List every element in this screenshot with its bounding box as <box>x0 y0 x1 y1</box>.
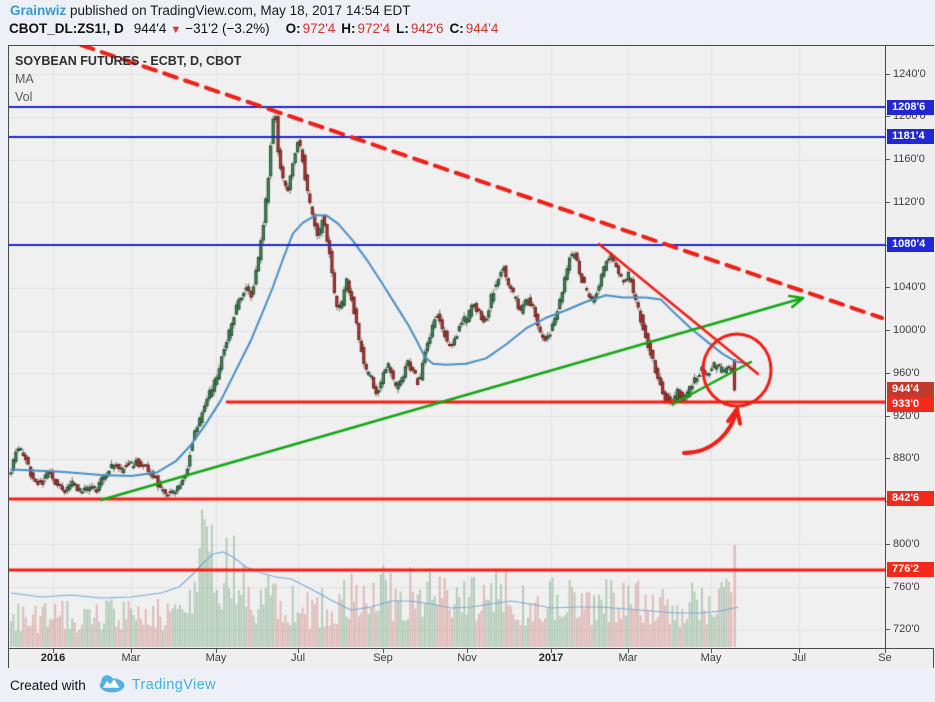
x-axis-tick-mark <box>711 649 712 653</box>
created-with-text: Created with <box>10 677 86 693</box>
low-label: L: <box>396 21 409 36</box>
x-axis-tick-mark <box>131 649 132 653</box>
tradingview-link[interactable]: TradingView <box>131 677 216 693</box>
high-label: H: <box>341 21 356 36</box>
y-axis-tick-mark <box>886 629 890 631</box>
chart-container: SOYBEAN FUTURES - ECBT, D, CBOT MA Vol 1… <box>8 45 935 668</box>
level-price-badge: 933'0 <box>887 397 934 413</box>
x-axis-tick-label: 2016 <box>40 652 66 664</box>
y-axis-tick-label: 1040'0 <box>893 281 926 294</box>
y-axis-tick-mark <box>886 372 890 374</box>
y-axis-tick-mark <box>886 543 890 545</box>
footer: Created with TradingView <box>10 674 216 696</box>
y-axis-tick-label: 1160'0 <box>893 153 925 166</box>
x-axis-tick-label: Mar <box>618 652 638 664</box>
y-axis-tick-label: 960'0 <box>893 366 920 379</box>
low-value: 942'6 <box>410 21 444 36</box>
y-axis-tick-label: 760'0 <box>893 580 920 593</box>
level-price-badge: 842'6 <box>887 491 934 507</box>
y-axis-tick-label: 1240'0 <box>893 67 926 80</box>
y-axis-tick-mark <box>886 458 890 460</box>
price-axis[interactable]: 1240'01200'01160'01120'01080'01040'01000… <box>885 46 935 648</box>
price-change: −31'2 (−3.2%) <box>185 21 270 36</box>
close-value: 944'4 <box>465 21 499 36</box>
x-axis-tick-label: Mar <box>121 652 141 664</box>
x-axis-tick-mark <box>551 649 552 653</box>
price-chart-canvas[interactable] <box>9 46 885 648</box>
level-price-badge: 1208'6 <box>887 99 934 115</box>
level-price-badge: 1181'4 <box>887 129 934 145</box>
high-value: 972'4 <box>357 21 391 36</box>
open-value: 972'4 <box>302 21 336 36</box>
last-price: 944'4 <box>133 21 167 36</box>
y-axis-tick-mark <box>886 159 890 161</box>
x-axis-tick-mark <box>467 649 468 653</box>
open-label: O: <box>285 21 301 36</box>
y-axis-tick-label: 800'0 <box>893 537 920 550</box>
x-axis-tick-label: Sep <box>373 652 393 664</box>
y-axis-tick-label: 920'0 <box>893 409 920 422</box>
y-axis-tick-label: 880'0 <box>893 452 920 465</box>
y-axis-tick-mark <box>886 73 890 75</box>
x-axis-tick-mark <box>799 649 800 653</box>
y-axis-tick-label: 1120'0 <box>893 195 925 208</box>
x-axis-tick-label: Nov <box>457 652 477 664</box>
x-axis-tick-label: Jul <box>290 652 306 664</box>
tradingview-logo-icon[interactable] <box>98 674 125 696</box>
ohlc-bar: CBOT_DL:ZS1!, D 944'4 ▼ −31'2 (−3.2%) O: 972'… <box>9 21 498 36</box>
publish-meta: published on TradingView.com, May 18, 20… <box>66 3 411 18</box>
x-axis-tick-mark <box>298 649 299 653</box>
x-axis-tick-mark <box>628 649 629 653</box>
y-axis-tick-mark <box>886 330 890 332</box>
level-price-badge: 1080'4 <box>887 237 934 253</box>
last-price-badge: 944'4 <box>887 382 934 398</box>
x-axis-tick-mark <box>216 649 217 653</box>
time-axis[interactable]: 2016 Mar May Jul Sep Nov 2017 Mar May Jul Se <box>9 648 933 668</box>
x-axis-tick-label: May <box>205 652 227 664</box>
x-axis-tick-mark <box>53 649 54 653</box>
y-axis-tick-mark <box>886 201 890 203</box>
x-axis-tick-label: Jul <box>791 652 807 664</box>
x-axis-tick-label: Se <box>878 652 892 664</box>
y-axis-tick-mark <box>886 116 890 118</box>
y-axis-tick-mark <box>886 287 890 289</box>
publish-info: Grainwiz published on TradingView.com, M… <box>10 3 410 18</box>
symbol-title: CBOT_DL:ZS1!, D <box>9 21 124 36</box>
down-triangle-icon: ▼ <box>170 24 182 36</box>
close-label: C: <box>449 21 464 36</box>
x-axis-tick-mark <box>885 649 886 653</box>
y-axis-tick-mark <box>886 586 890 588</box>
x-axis-tick-mark <box>383 649 384 653</box>
y-axis-tick-label: 1000'0 <box>893 324 926 337</box>
author-link[interactable]: Grainwiz <box>10 3 67 18</box>
x-axis-tick-label: May <box>700 652 722 664</box>
y-axis-tick-mark <box>886 415 890 417</box>
y-axis-tick-label: 720'0 <box>893 623 920 636</box>
level-price-badge: 776'2 <box>887 562 934 578</box>
x-axis-tick-label: 2017 <box>538 652 564 664</box>
